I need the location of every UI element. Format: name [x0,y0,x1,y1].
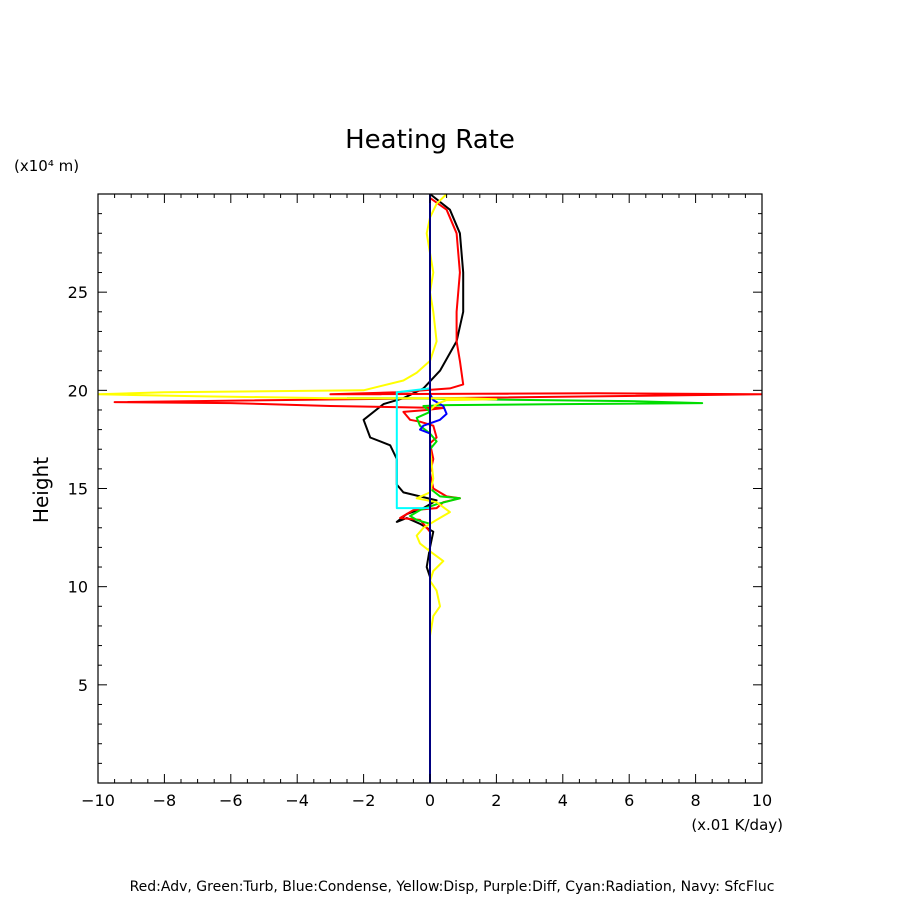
y-tick-label: 20 [68,381,88,400]
y-tick-label: 25 [68,283,88,302]
chart-title: Heating Rate [345,125,515,155]
y-axis-label: Height [29,457,53,523]
x-tick-label: 0 [425,791,435,810]
x-tick-label: 4 [558,791,568,810]
x-tick-label: 6 [624,791,634,810]
y-tick-label: 10 [68,578,88,597]
legend-footer: Red:Adv, Green:Turb, Blue:Condense, Yell… [130,879,775,895]
series-condense-line [419,393,448,450]
series-radiation-line [395,387,431,510]
x-tick-label: −10 [81,791,115,810]
x-tick-label: 8 [691,791,701,810]
x-tick-label: −4 [285,791,309,810]
series-layer [98,194,762,783]
series-total-line [362,194,465,626]
x-tick-label: −2 [352,791,376,810]
x-tick-label: 2 [491,791,501,810]
series-adv-line [113,197,762,533]
y-tick-label: 5 [78,676,88,695]
y-axis-units: (x10⁴ m) [14,157,79,175]
x-tick-label: 10 [752,791,772,810]
x-axis-label: (x.01 K/day) [691,816,783,834]
series-disp-line [98,194,498,636]
y-tick-label: 15 [68,480,88,499]
x-tick-label: −6 [219,791,243,810]
x-tick-label: −8 [153,791,177,810]
series-turb-line [347,397,704,525]
axes-layer: −10 −8 −6 −4 −2 0 2 4 6 8 10 5 10 15 20 25 [68,194,772,810]
